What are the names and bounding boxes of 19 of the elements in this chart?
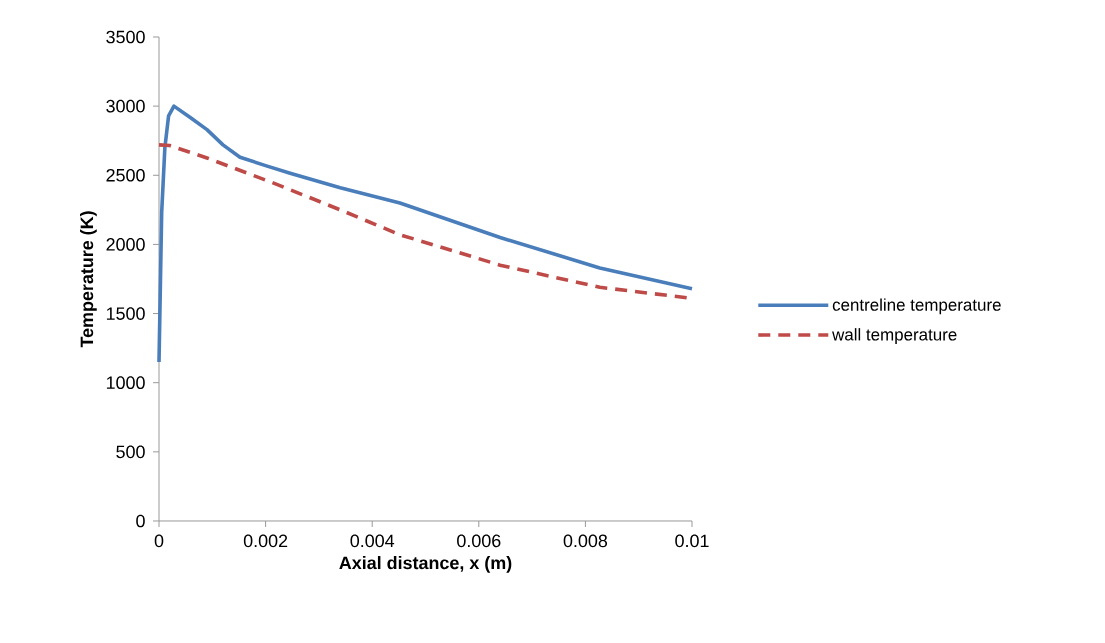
- legend-label: wall temperature: [832, 328, 957, 344]
- x-tick-label: 0: [154, 534, 164, 548]
- y-tick-label: 1000: [106, 376, 145, 390]
- legend-label: centreline temperature: [832, 298, 1001, 315]
- y-tick-label: 3500: [106, 30, 145, 44]
- y-tick-label: 0: [136, 514, 145, 528]
- y-axis-title: Temperature (K): [80, 211, 97, 348]
- x-tick-label: 0.01: [675, 534, 709, 548]
- y-tick-label: 2000: [106, 238, 145, 251]
- x-tick-label: 0.002: [243, 534, 288, 548]
- y-tick-label: 2500: [106, 168, 145, 182]
- x-tick-label: 0.006: [457, 534, 501, 548]
- x-tick-label: 0.004: [350, 534, 395, 548]
- y-tick-label: 3000: [106, 99, 145, 113]
- x-axis-title: Axial distance, x (m): [339, 556, 512, 573]
- line-series: [157, 104, 694, 364]
- x-tick-label: 0.008: [563, 534, 608, 548]
- y-tick-label: 500: [116, 445, 145, 459]
- y-tick-label: 1500: [106, 307, 145, 320]
